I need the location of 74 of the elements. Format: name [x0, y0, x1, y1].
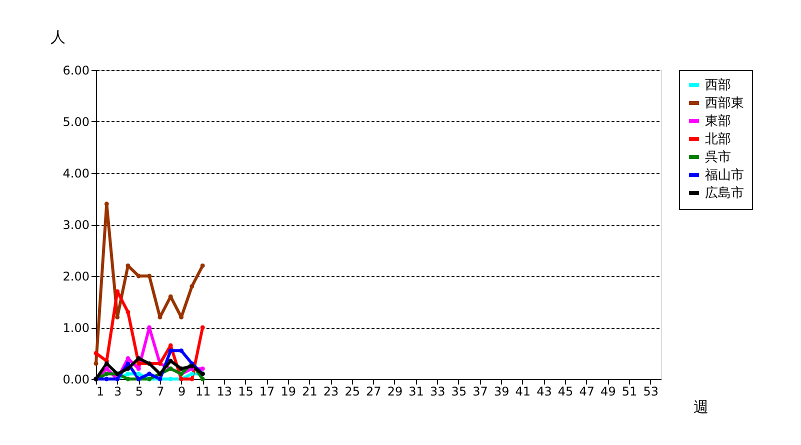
point [168, 358, 173, 364]
y-tick-label: 0.00 [62, 372, 90, 386]
point [190, 364, 194, 368]
point [168, 348, 173, 353]
x-tick-label: 53 [643, 384, 658, 398]
x-axis-title: 週 [694, 398, 708, 416]
x-tick-label: 49 [600, 384, 616, 398]
x-tick-label: 39 [494, 384, 510, 398]
point [126, 361, 130, 366]
legend-label: 東部 [705, 114, 731, 129]
point [94, 361, 98, 366]
point [147, 372, 152, 376]
x-tick-label: 19 [280, 384, 296, 398]
x-tick-label: 29 [387, 384, 403, 398]
y-axis-title: 人 [50, 28, 66, 46]
point [126, 310, 130, 314]
x-tick-label: 43 [536, 384, 552, 398]
x-tick-label: 15 [238, 384, 254, 398]
y-tick-label: 3.00 [62, 218, 90, 232]
y-tick-label: 2.00 [62, 270, 90, 284]
legend-label: 呉市 [705, 150, 731, 165]
x-tick-label: 47 [579, 384, 595, 398]
x-tick-label: 21 [302, 384, 318, 398]
point [104, 366, 109, 371]
point [190, 376, 194, 382]
legend-label: 西部 [705, 78, 731, 93]
legend-label: 広島市 [705, 185, 744, 201]
x-tick-label: 1 [96, 384, 104, 398]
y-tick-label: 6.00 [62, 64, 90, 78]
x-tick-label: 5 [135, 384, 143, 398]
point [147, 274, 152, 278]
point [168, 376, 173, 382]
x-tick-label: 17 [259, 384, 275, 398]
point [104, 372, 109, 376]
x-tick-label: 25 [344, 384, 360, 398]
x-tick-label: 23 [323, 384, 339, 398]
y-tick-label: 5.00 [62, 115, 90, 129]
legend-label: 福山市 [705, 168, 744, 183]
point [126, 263, 130, 268]
y-tick-label: 4.00 [62, 166, 90, 180]
point [104, 202, 109, 206]
x-tick-label: 41 [515, 384, 531, 398]
x-tick-label: 37 [472, 384, 488, 398]
point [200, 376, 205, 382]
point [126, 372, 130, 376]
x-tick-label: 33 [430, 384, 446, 398]
x-tick-label: 9 [178, 384, 186, 398]
point [136, 361, 141, 366]
point [126, 376, 130, 382]
x-tick-label: 7 [156, 384, 164, 398]
point [126, 366, 130, 371]
point [136, 372, 141, 376]
point [190, 372, 194, 376]
point [136, 274, 141, 278]
x-tick-label: 51 [622, 384, 638, 398]
point [200, 366, 205, 371]
x-tick-label: 45 [558, 384, 574, 398]
x-tick-label: 35 [451, 384, 467, 398]
x-tick-label: 31 [408, 384, 424, 398]
point [94, 351, 98, 356]
point [104, 361, 109, 366]
point [200, 325, 205, 330]
point [179, 366, 184, 371]
point [190, 284, 194, 289]
x-tick-label: 13 [216, 384, 232, 398]
legend-label: 北部 [705, 132, 731, 147]
x-tick-label: 11 [195, 384, 211, 398]
legend-label: 西部東 [705, 96, 744, 111]
point [200, 263, 205, 268]
point [136, 356, 141, 361]
x-tick-label: 27 [366, 384, 382, 398]
y-tick-label: 1.00 [62, 321, 90, 335]
x-tick-label: 3 [114, 384, 122, 398]
point [179, 348, 184, 353]
